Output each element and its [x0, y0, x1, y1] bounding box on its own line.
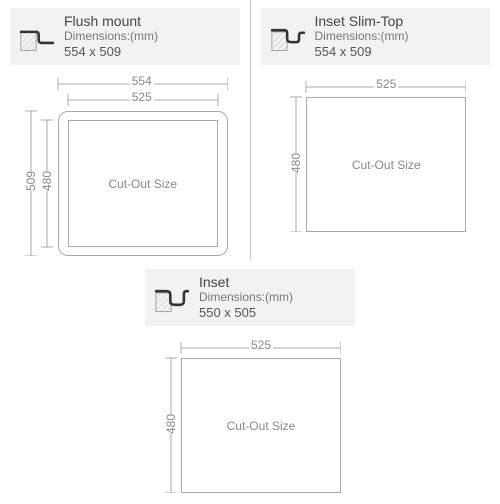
top-row: Flush mount Dimensions:(mm) 554 x 509	[0, 0, 500, 260]
flush-title: Flush mount	[64, 14, 158, 29]
flush-inner-width: 525	[130, 90, 154, 104]
inset-diagram: 525 480 Cut-Out Size	[0, 336, 500, 493]
inset-dims-value: 550 x 505	[199, 305, 293, 321]
slimtop-height: 480	[287, 153, 305, 173]
flush-inner-height: 480	[38, 171, 56, 191]
inset-height: 480	[162, 414, 180, 434]
inset-width: 525	[249, 338, 273, 352]
slimtop-dims-value: 554 x 509	[315, 44, 409, 60]
slimtop-dims-label: Dimensions:(mm)	[315, 29, 409, 43]
slimtop-cut-label: Cut-Out Size	[352, 158, 421, 172]
slimtop-header-text: Inset Slim-Top Dimensions:(mm) 554 x 509	[315, 14, 409, 59]
inset-section: Inset Dimensions:(mm) 550 x 505 525 480 …	[0, 260, 500, 504]
flush-outer-width: 554	[130, 74, 154, 88]
inset-dims-label: Dimensions:(mm)	[199, 290, 293, 304]
flush-left-dimensions	[22, 75, 58, 256]
flush-dims-label: Dimensions:(mm)	[64, 29, 158, 43]
slimtop-rect: Cut-Out Size	[306, 97, 466, 232]
inset-profile-icon	[155, 281, 189, 315]
flush-inner-rect: Cut-Out Size	[68, 120, 218, 247]
slimtop-width: 525	[374, 77, 398, 91]
flush-column: Flush mount Dimensions:(mm) 554 x 509	[0, 0, 250, 260]
flush-header-text: Flush mount Dimensions:(mm) 554 x 509	[64, 14, 158, 59]
inset-header-text: Inset Dimensions:(mm) 550 x 505	[199, 275, 293, 320]
flush-outer-rect: Cut-Out Size	[58, 111, 228, 256]
inset-cut-label: Cut-Out Size	[227, 419, 296, 433]
inset-header-card: Inset Dimensions:(mm) 550 x 505	[145, 269, 355, 326]
flush-cut-label: Cut-Out Size	[108, 177, 177, 191]
flush-diagram: 554 525 509 480 Cut-Out Size	[10, 75, 240, 256]
slimtop-profile-icon	[271, 20, 305, 54]
slimtop-column: Inset Slim-Top Dimensions:(mm) 554 x 509…	[250, 0, 500, 260]
inset-title: Inset	[199, 275, 293, 290]
inset-rect: Cut-Out Size	[181, 358, 341, 493]
flush-dims-value: 554 x 509	[64, 44, 158, 60]
flush-profile-icon	[20, 20, 54, 54]
slimtop-header-card: Inset Slim-Top Dimensions:(mm) 554 x 509	[261, 8, 491, 65]
slimtop-diagram: 525 480 Cut-Out Size	[261, 75, 491, 232]
slimtop-title: Inset Slim-Top	[315, 14, 409, 29]
flush-header-card: Flush mount Dimensions:(mm) 554 x 509	[10, 8, 240, 65]
